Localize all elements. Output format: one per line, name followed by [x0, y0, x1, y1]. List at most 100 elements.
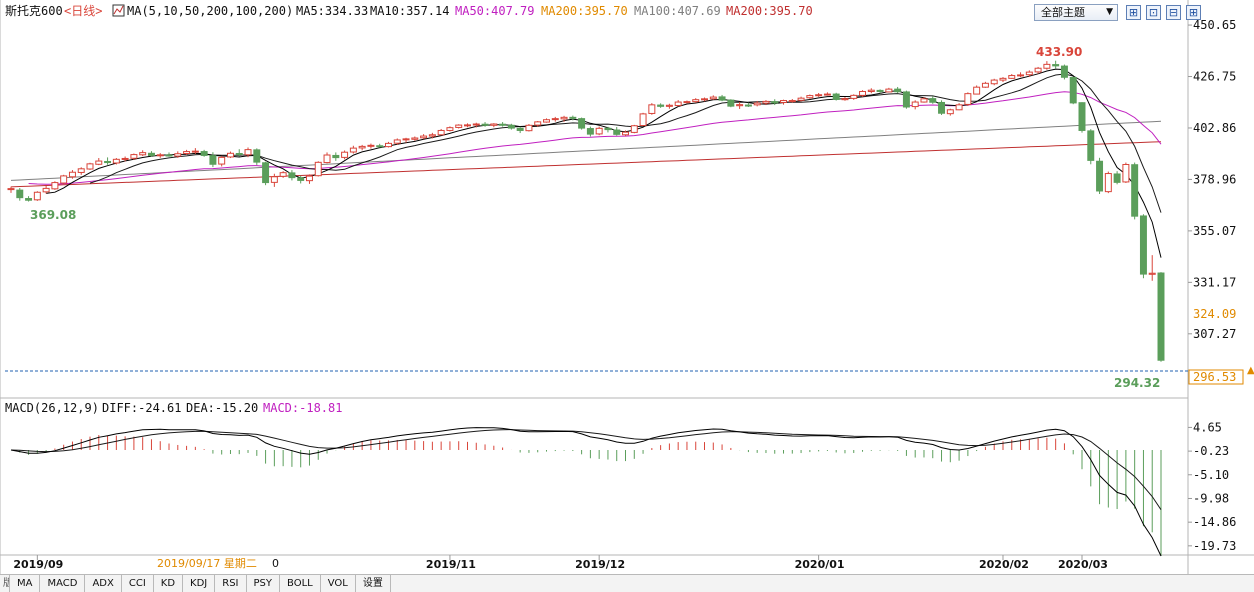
high-annotation: 433.90: [1036, 45, 1082, 59]
tab-9[interactable]: BOLL: [280, 575, 321, 592]
candle-body: [1104, 173, 1112, 193]
candle-body: [446, 127, 454, 131]
candle-body: [279, 172, 287, 177]
candle-body: [762, 100, 770, 104]
price-tick-label: 331.17: [1193, 275, 1236, 289]
candle-body: [543, 119, 550, 123]
tab-3[interactable]: ADX: [85, 575, 122, 592]
candle-body: [270, 176, 278, 183]
candle-body: [332, 154, 340, 159]
chart-frame: [0, 0, 1254, 574]
period-label: <日线>: [64, 4, 102, 18]
macd-tick-label: -19.73: [1193, 539, 1236, 553]
date-label: 2019/09: [13, 558, 63, 571]
tab-10[interactable]: VOL: [320, 575, 356, 592]
macd-tick-label: -14.86: [1193, 515, 1236, 529]
macd-value: MACD:-18.81: [263, 401, 342, 415]
candle-body: [622, 131, 629, 136]
low-annotation-right: 294.32: [1114, 376, 1160, 390]
candle-body: [859, 90, 867, 96]
candle-body: [639, 113, 647, 127]
current-price-label: 324.09: [1193, 307, 1236, 321]
candle-body: [955, 104, 963, 111]
candle-body: [797, 97, 805, 101]
candle-body: [946, 109, 954, 115]
tab-11[interactable]: 设置: [355, 575, 391, 592]
tab-0[interactable]: 版: [0, 575, 10, 592]
candle-body: [60, 175, 68, 184]
tab-2[interactable]: MACD: [40, 575, 86, 592]
tab-4[interactable]: CCI: [121, 575, 154, 592]
macd-label: MACD(26,12,9): [5, 401, 99, 415]
candle-body: [701, 98, 708, 101]
candle-body: [507, 124, 515, 129]
zoom-out-icon[interactable]: ⊟: [1166, 4, 1181, 20]
candle-body: [578, 118, 586, 129]
tab-5[interactable]: KD: [153, 575, 184, 592]
ma50-value: MA50:407.79: [455, 4, 534, 18]
candle-body: [595, 127, 603, 135]
date-axis: 2019/09 2019/11 2019/12 2020/01 2020/02 2020/…: [13, 555, 1108, 571]
candle-body: [420, 135, 428, 139]
candle-body: [121, 157, 129, 160]
chart-toolbar: 全部主题 ▼ ⊞ ⊡ ⊟ ⊞: [1034, 3, 1201, 21]
candle-body: [209, 155, 217, 165]
tab-6[interactable]: KDJ: [183, 575, 216, 592]
candle-body: [200, 151, 208, 156]
candle-body: [218, 156, 226, 165]
candle-body: [753, 102, 761, 106]
cursor-date-box: [155, 556, 281, 570]
candle-body: [692, 99, 700, 103]
candle-body: [33, 191, 41, 201]
zoom-in-icon[interactable]: ⊞: [1126, 4, 1141, 20]
candle-body: [569, 116, 577, 119]
candle-body: [490, 123, 498, 126]
candle-body: [7, 188, 15, 191]
price-tick-label: 378.96: [1193, 172, 1236, 186]
candle-body: [1060, 65, 1068, 78]
candle-body: [841, 98, 849, 101]
candle-body: [1113, 173, 1121, 183]
fit-window-icon[interactable]: ⊡: [1146, 4, 1161, 20]
candle-body: [815, 94, 823, 97]
crosshair-arrow-icon: ▲: [1247, 365, 1254, 376]
candle-body: [226, 152, 234, 158]
theme-select[interactable]: 全部主题 ▼: [1034, 3, 1118, 21]
candle-body: [358, 145, 366, 149]
candle-body: [657, 104, 665, 107]
candle-body: [411, 137, 419, 140]
candle-body: [630, 125, 638, 133]
candle-body: [665, 104, 673, 107]
candle-body: [938, 101, 946, 114]
candle-body: [709, 96, 717, 100]
candle-body: [262, 162, 270, 184]
candle-body: [1069, 76, 1077, 104]
theme-select-label: 全部主题: [1041, 5, 1085, 19]
tab-7[interactable]: RSI: [215, 575, 247, 592]
candle-body: [253, 149, 261, 163]
candle-body: [104, 160, 112, 164]
candle-body: [472, 123, 480, 126]
candle-body: [1025, 71, 1033, 76]
date-label: 2019/12: [575, 558, 625, 571]
candle-body: [551, 118, 559, 121]
candle-body: [191, 150, 199, 153]
candle-body: [560, 116, 568, 120]
tab-8[interactable]: PSY: [246, 575, 281, 592]
macd-histogram: [19, 435, 1162, 557]
layout-icon[interactable]: ⊞: [1186, 4, 1201, 20]
macd-tick-label: -0.23: [1193, 444, 1229, 458]
candle-body: [481, 123, 489, 126]
candle-body: [718, 96, 726, 101]
candle-body: [393, 139, 401, 144]
candle-body: [288, 172, 296, 179]
candle-body: [1131, 164, 1139, 217]
price-tick-label: 307.27: [1193, 327, 1236, 341]
candle-body: [525, 124, 533, 132]
ma200b-value: MA200:395.70: [726, 4, 813, 18]
candle-body: [51, 182, 59, 190]
price-axis-markers: 324.09 296.53 ▲: [1188, 307, 1254, 385]
tab-1[interactable]: MA: [10, 575, 41, 592]
price-tick-label: 450.65: [1193, 18, 1236, 32]
